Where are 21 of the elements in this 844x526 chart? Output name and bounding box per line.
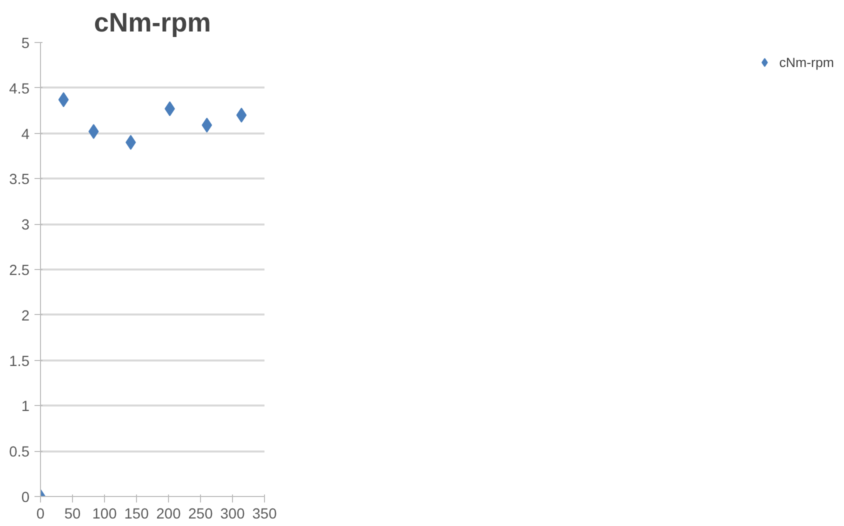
x-tick-label: 250 [188,506,213,522]
x-tick-label: 50 [64,506,81,522]
x-tick-label: 0 [36,506,45,522]
legend-label: cNm-rpm [779,54,834,70]
x-tick-label: 150 [124,506,149,522]
y-tick-label: 1.5 [9,354,30,370]
y-tick-label: 0.5 [9,444,30,461]
x-tick-label: 350 [252,506,277,522]
x-tick-label: 300 [220,506,245,522]
y-tick-label: 0 [21,490,30,506]
y-tick-label: 4 [21,126,30,143]
y-tick-label: 3.5 [9,172,30,188]
y-tick-label: 5 [21,36,30,52]
y-tick-label: 1 [21,399,30,416]
y-tick-label: 2.5 [9,263,30,279]
y-tick-label: 3 [21,218,30,234]
chart-title: cNm-rpm [94,8,212,38]
y-tick-label: 4.5 [9,81,30,98]
x-tick-label: 200 [156,506,181,522]
y-tick-label: 2 [21,308,30,324]
x-tick-label: 100 [92,506,117,522]
